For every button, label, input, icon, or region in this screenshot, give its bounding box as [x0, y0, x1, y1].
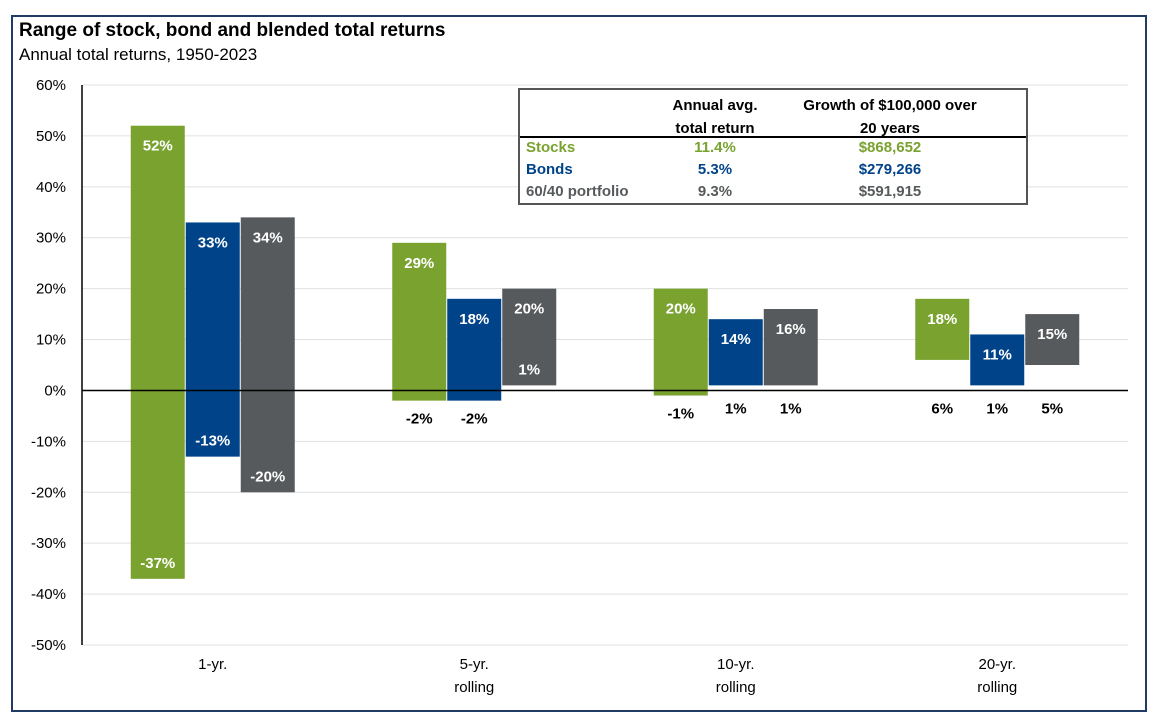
- data-label-high: 18%: [459, 311, 489, 328]
- x-tick-label: 1-yr.: [198, 656, 227, 673]
- y-tick-label: 50%: [36, 128, 66, 145]
- table-divider: [520, 136, 1026, 138]
- header-line: Annual avg.: [672, 97, 758, 114]
- y-tick-label: 30%: [36, 230, 66, 247]
- y-tick-label: 0%: [44, 382, 66, 399]
- header-line: total return: [675, 120, 755, 137]
- row-label: Bonds: [526, 161, 573, 178]
- y-tick-label: -50%: [31, 637, 66, 654]
- data-label-low: -37%: [140, 555, 175, 572]
- table-row-bonds: Bonds 5.3% $279,266: [520, 161, 1026, 183]
- bar-stocks: [392, 242, 447, 401]
- data-label-high: 15%: [1037, 326, 1067, 343]
- x-tick-label: 5-yr.: [460, 656, 489, 673]
- row-growth: $591,915: [858, 183, 922, 200]
- data-label-low: 1%: [518, 361, 540, 378]
- data-label-high: 14%: [721, 331, 751, 348]
- x-tick-label: 20-yr.: [978, 656, 1016, 673]
- y-tick-label: 20%: [36, 281, 66, 298]
- data-label-high: 16%: [776, 321, 806, 338]
- y-tick-label: -30%: [31, 535, 66, 552]
- y-tick-label: 40%: [36, 179, 66, 196]
- table-row-6040: 60/40 portfolio 9.3% $591,915: [520, 183, 1026, 205]
- y-tick-label: -10%: [31, 433, 66, 450]
- data-label-low: -20%: [250, 468, 285, 485]
- data-label-low: 1%: [780, 400, 802, 417]
- y-tick-label: -20%: [31, 484, 66, 501]
- chart-frame: [11, 15, 1147, 712]
- bar-bonds: [185, 222, 240, 457]
- x-tick-label: rolling: [454, 679, 494, 696]
- x-tick-label: 10-yr.: [717, 656, 755, 673]
- bar-stocks: [130, 125, 185, 579]
- bar-bonds: [708, 319, 763, 386]
- data-label-low: 6%: [931, 400, 953, 417]
- bar-bonds: [447, 298, 502, 401]
- row-label: 60/40 portfolio: [526, 183, 629, 200]
- data-label-low: 5%: [1041, 400, 1063, 417]
- bar-stocks: [653, 288, 708, 396]
- data-label-high: 34%: [253, 229, 283, 246]
- x-tick-label: rolling: [716, 679, 756, 696]
- data-label-high: 18%: [927, 311, 957, 328]
- data-label-high: 20%: [514, 301, 544, 318]
- header-line: 20 years: [859, 120, 921, 137]
- bar-bonds: [970, 334, 1025, 386]
- bar-60-40-portfolio: [240, 217, 295, 493]
- data-label-high: 52%: [143, 138, 173, 155]
- data-label-low: 1%: [986, 400, 1008, 417]
- row-avg: 11.4%: [694, 139, 736, 156]
- row-avg: 9.3%: [697, 183, 733, 200]
- bar-60-40-portfolio: [763, 309, 818, 386]
- data-label-high: 29%: [404, 255, 434, 272]
- y-tick-label: 10%: [36, 332, 66, 349]
- data-label-high: 20%: [666, 301, 696, 318]
- table-row-stocks: Stocks 11.4% $868,652: [520, 139, 1026, 161]
- table-header-growth: Growth of $100,000 over 20 years: [790, 94, 990, 140]
- row-growth: $279,266: [858, 161, 922, 178]
- bar-60-40-portfolio: [502, 288, 557, 386]
- y-tick-label: 60%: [36, 77, 66, 94]
- row-growth: $868,652: [858, 139, 922, 156]
- row-label: Stocks: [526, 139, 576, 156]
- chart-subtitle: Annual total returns, 1950-2023: [19, 45, 258, 64]
- data-label-high: 11%: [983, 346, 1012, 363]
- bar-stocks: [915, 298, 970, 360]
- data-label-low: -2%: [461, 411, 488, 428]
- data-label-low: 1%: [725, 400, 747, 417]
- x-tick-label: rolling: [977, 679, 1017, 696]
- table-header-avg: Annual avg. total return: [655, 94, 775, 140]
- header-line: Growth of $100,000 over: [803, 97, 977, 114]
- bar-60-40-portfolio: [1025, 314, 1080, 365]
- chart-title: Range of stock, bond and blended total r…: [19, 20, 446, 41]
- data-label-low: -13%: [195, 433, 230, 450]
- data-label-high: 33%: [198, 234, 228, 251]
- data-label-low: -1%: [667, 406, 694, 423]
- y-tick-label: -40%: [31, 586, 66, 603]
- data-label-low: -2%: [406, 411, 433, 428]
- row-avg: 5.3%: [697, 161, 733, 178]
- summary-table: Annual avg. total return Growth of $100,…: [518, 88, 1028, 205]
